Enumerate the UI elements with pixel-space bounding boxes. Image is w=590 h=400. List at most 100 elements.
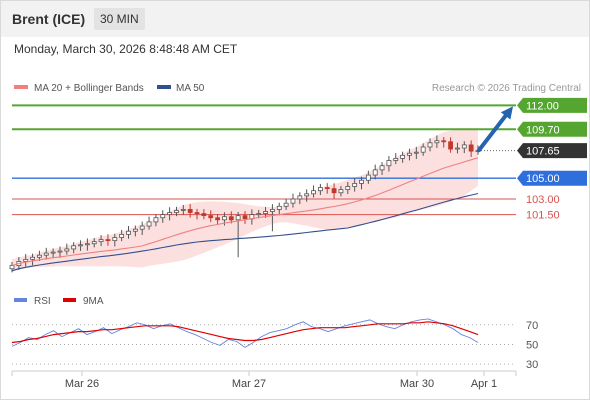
candle	[208, 215, 214, 219]
candle	[37, 254, 42, 258]
ma20-line	[11, 157, 479, 267]
candle	[215, 217, 220, 221]
timeframe-button[interactable]: 30 MIN	[94, 8, 145, 30]
candle	[386, 160, 392, 167]
rsi-ma-line	[11, 321, 479, 344]
candle	[359, 179, 364, 184]
rsi-line	[11, 318, 479, 348]
candle	[201, 213, 207, 217]
candle	[64, 248, 70, 252]
rsi-legend-swatch	[14, 298, 27, 302]
ma20-legend-swatch	[14, 85, 28, 89]
instrument-title: Brent (ICE)	[12, 11, 86, 27]
candle	[407, 152, 412, 156]
candle	[393, 158, 399, 161]
ma50-legend-swatch	[157, 85, 171, 89]
candle	[9, 265, 15, 270]
candle	[160, 214, 166, 219]
candle	[30, 256, 35, 260]
candle	[50, 251, 56, 254]
timestamp: Monday, March 30, 2026 8:48:48 AM CET	[14, 42, 238, 56]
candle	[372, 169, 378, 176]
candle	[455, 147, 460, 150]
candle	[338, 189, 344, 194]
forecast-arrow-shaft	[477, 109, 511, 153]
candle	[400, 154, 406, 159]
candle	[324, 187, 330, 190]
candle	[112, 237, 118, 242]
candle	[263, 211, 268, 214]
rsi-legend-label: RSI	[34, 296, 51, 307]
x-tick-label: Mar 27	[232, 378, 266, 390]
candle	[283, 202, 289, 207]
candle	[71, 245, 77, 250]
candle	[84, 243, 90, 246]
candle	[304, 193, 310, 197]
credit-text: Research © 2026 Trading Central	[432, 83, 581, 94]
price-label-support: 103.00	[526, 194, 560, 206]
bollinger-band	[12, 128, 478, 272]
candle	[235, 215, 241, 221]
price-plot: 112.00 109.70 107.65 105.00 103.00 101.50	[9, 97, 587, 273]
candle	[297, 195, 303, 200]
candle	[441, 140, 447, 143]
forecast-arrow-head	[500, 106, 513, 120]
candle	[420, 146, 426, 153]
price-tag-label: 112.00	[526, 100, 559, 112]
candle	[43, 252, 49, 256]
rsi-plot: 70 50 30	[11, 318, 538, 371]
candle	[276, 205, 282, 210]
candle	[167, 212, 173, 216]
candle	[345, 186, 351, 191]
ma20-legend-label: MA 20 + Bollinger Bands	[34, 83, 144, 94]
candle	[256, 213, 262, 216]
candle	[290, 198, 296, 204]
candle	[105, 239, 111, 242]
x-tick-label: Apr 1	[471, 378, 497, 390]
candle	[23, 258, 29, 262]
price-tag-label: 105.00	[526, 173, 560, 185]
x-tick-label: Mar 26	[65, 378, 99, 390]
candle	[413, 151, 419, 154]
candle	[379, 165, 385, 171]
price-tag-target	[517, 121, 587, 137]
candle	[180, 209, 186, 211]
price-label-support: 101.50	[526, 210, 560, 222]
price-tag-current	[517, 143, 587, 159]
candle	[352, 182, 358, 187]
x-tick-label: Mar 30	[400, 378, 434, 390]
rsi-tick-label: 30	[526, 359, 538, 371]
candle	[187, 209, 193, 213]
price-tag-pivot	[517, 170, 587, 186]
candle	[242, 215, 248, 220]
price-tag-label: 107.65	[526, 146, 560, 158]
candle	[57, 250, 63, 253]
candle	[317, 187, 323, 192]
x-axis: Mar 26 Mar 27 Mar 30 Apr 1	[11, 371, 517, 390]
price-tag-label: 109.70	[526, 124, 560, 136]
candle	[365, 174, 371, 181]
candle	[78, 244, 83, 247]
candle	[270, 209, 275, 212]
candle	[468, 144, 474, 152]
rsi-tick-label: 50	[526, 339, 538, 351]
candle	[139, 225, 145, 230]
candle	[448, 141, 453, 150]
candle	[91, 241, 97, 245]
candle	[222, 216, 227, 221]
candle	[331, 188, 337, 194]
candle	[146, 221, 152, 227]
widget-header: Brent (ICE) 30 MIN	[1, 1, 589, 37]
candle	[174, 210, 179, 213]
rsi-ma-legend-label: 9MA	[83, 296, 104, 307]
price-tag-target	[517, 97, 587, 113]
ma50-legend-label: MA 50	[176, 83, 205, 94]
candle	[98, 239, 104, 243]
candle	[153, 217, 159, 223]
candle	[311, 190, 316, 195]
candle	[228, 216, 234, 221]
rsi-tick-label: 70	[526, 320, 538, 332]
candle	[461, 144, 467, 149]
candle	[119, 233, 125, 238]
